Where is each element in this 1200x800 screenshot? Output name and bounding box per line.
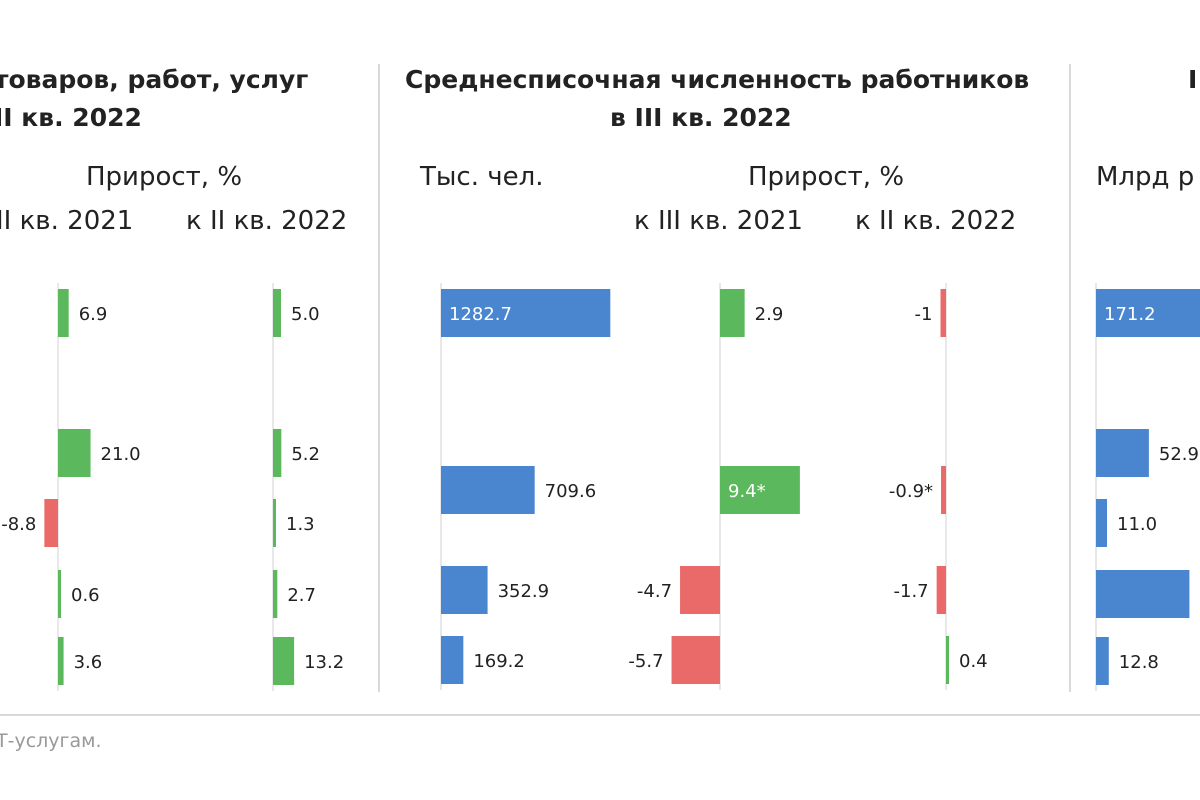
bar <box>946 636 949 684</box>
bar <box>720 289 745 337</box>
data-label: 2.9 <box>755 304 784 325</box>
bar <box>441 636 464 684</box>
data-label: 0.4 <box>959 651 988 672</box>
chart2-group-header: Прирост, % <box>748 162 905 192</box>
data-label: 352.9 <box>498 581 550 602</box>
data-label: 1.3 <box>286 514 315 535</box>
chart3-title-fragment: I <box>1188 65 1198 94</box>
bar <box>441 466 535 514</box>
bar <box>1096 429 1149 477</box>
data-label: -1 <box>915 304 933 325</box>
chart1-title-line2: II кв. 2022 <box>0 103 142 132</box>
chart2-series2-header: к III кв. 2021 <box>634 206 803 236</box>
bar <box>720 466 800 514</box>
bar <box>1096 289 1200 337</box>
data-label: 709.6 <box>545 481 597 502</box>
bar <box>1096 499 1107 547</box>
data-label: 9.4* <box>728 481 766 502</box>
data-label: 5.0 <box>291 304 320 325</box>
bar <box>58 637 64 685</box>
chart3-unit-header: Млрд р <box>1096 162 1195 192</box>
bar <box>44 499 58 547</box>
data-label: 2.7 <box>287 585 316 606</box>
bar <box>941 466 946 514</box>
bar <box>58 570 61 618</box>
bar <box>441 289 611 337</box>
data-label: -1.7 <box>894 581 929 602</box>
chart2-unit-header: Тыс. чел. <box>420 162 544 192</box>
bar <box>940 289 946 337</box>
chart2-series3-header: к II кв. 2022 <box>855 206 1017 236</box>
data-label: 21.0 <box>101 444 141 465</box>
bar <box>58 429 91 477</box>
bar <box>1096 637 1109 685</box>
bar <box>273 429 282 477</box>
bar <box>671 636 720 684</box>
bar <box>58 289 69 337</box>
chart2-title-line1: Среднесписочная численность работников <box>405 65 1030 94</box>
bar <box>680 566 720 614</box>
data-label: 3.6 <box>74 652 103 673</box>
panel-divider-1 <box>378 64 380 692</box>
data-label: 0.6 <box>71 585 100 606</box>
bar <box>273 499 276 547</box>
data-label: -0.9* <box>889 481 933 502</box>
data-label: -4.7 <box>637 581 672 602</box>
bar <box>273 570 278 618</box>
data-label: 5.2 <box>291 444 320 465</box>
bar <box>1096 570 1190 618</box>
chart1-series2-header: к II кв. 2022 <box>186 206 348 236</box>
data-label: 52.9 <box>1159 444 1199 465</box>
data-label: 169.2 <box>473 651 525 672</box>
bar <box>273 289 281 337</box>
chart1-group-header: Прирост, % <box>86 162 243 192</box>
bar <box>936 566 946 614</box>
footnote: Т-услугам. <box>0 730 102 752</box>
data-label: -5.7 <box>628 651 663 672</box>
bar <box>273 637 295 685</box>
data-label: 13.2 <box>304 652 344 673</box>
data-label: 171.2 <box>1104 304 1156 325</box>
footer-rule <box>0 714 1200 716</box>
chart1-series1-header: II кв. 2021 <box>0 206 134 236</box>
data-label: 6.9 <box>79 304 108 325</box>
chart2-title-line2: в III кв. 2022 <box>610 103 792 132</box>
bar <box>441 566 488 614</box>
panel-divider-2 <box>1069 64 1071 692</box>
data-label: 12.8 <box>1119 652 1159 673</box>
chart1-title-line1: товаров, работ, услуг <box>0 65 309 94</box>
data-label: -8.8 <box>1 514 36 535</box>
data-label: 11.0 <box>1117 514 1157 535</box>
data-label: 1282.7 <box>449 304 512 325</box>
